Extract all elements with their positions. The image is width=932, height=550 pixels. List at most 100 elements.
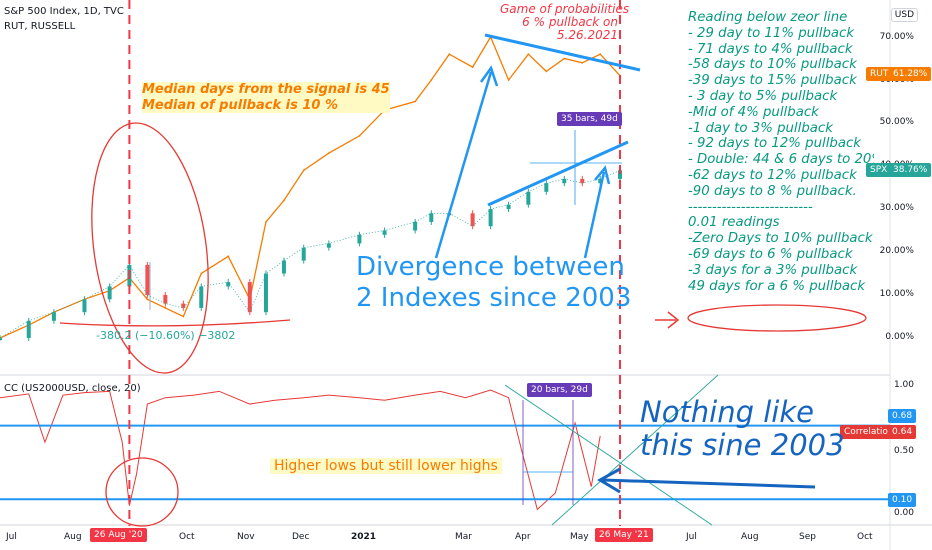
- spx-candle: [0, 338, 2, 340]
- rut-point: [265, 221, 267, 223]
- reading-line: 0.01 readings: [688, 215, 780, 231]
- game-of-probabilities-note: Game of probabilities 6 % pullback on 5.…: [500, 2, 630, 43]
- nothing-like-arrowhead: [596, 467, 621, 494]
- indicator-title[interactable]: CC (US2000USD, close, 20): [4, 383, 141, 394]
- rut-point: [471, 66, 474, 68]
- cross-line: [551, 374, 719, 526]
- reading-line: Reading below zeor line: [688, 10, 848, 25]
- spx-trendline: [487, 140, 629, 207]
- divergence-note: Divergence between 2 Indexes since 2003: [356, 252, 632, 314]
- spx-candle: [199, 286, 204, 308]
- rut-point: [527, 53, 530, 56]
- price-axis-label: 0.00%: [885, 332, 914, 342]
- reading-line: --------------------------: [688, 199, 813, 215]
- currency-label[interactable]: USD: [890, 8, 918, 22]
- correlation-line: [0, 389, 601, 511]
- spx-candle: [247, 282, 252, 313]
- reading-line: -58 days to 10% pullback: [688, 57, 857, 73]
- spx-candle: [326, 243, 331, 248]
- rut-point: [283, 199, 285, 202]
- x-label: Aug: [64, 532, 82, 542]
- spx-candle: [429, 213, 434, 222]
- divergence-arrow-rut: [434, 71, 493, 259]
- reading-line: - 92 days to 12% pullback: [688, 136, 861, 152]
- price-axis-label: 70.00%: [879, 32, 914, 42]
- spx-candle: [506, 204, 511, 209]
- spx-candle: [413, 221, 418, 231]
- rut-resistance-trendline: [484, 33, 641, 72]
- signal-circle-indicator: [105, 457, 179, 527]
- spx-candle: [357, 234, 362, 244]
- divergence-arrowhead-rut: [479, 65, 499, 87]
- price-axis-label: 30.00%: [879, 203, 914, 213]
- price-axis-label: 20.00%: [879, 246, 914, 256]
- date-marker-may: 26 May '21: [595, 528, 653, 542]
- x-label: May: [570, 532, 589, 542]
- bars-range-tag-2: 20 bars, 29d: [527, 383, 592, 397]
- correlation-name-tag: Correlation: [840, 425, 898, 439]
- level-068-tag: 0.68: [888, 409, 917, 423]
- spx-candle: [618, 170, 622, 179]
- divergence-arrowhead-spx: [594, 165, 611, 185]
- cross-line: [504, 384, 713, 526]
- rut-point: [164, 307, 167, 309]
- spx-candle: [544, 183, 549, 192]
- pullback-measure: -380.2 (−10.60%) −3802: [96, 329, 236, 342]
- spx-candle: [598, 178, 603, 184]
- signal-circle-price: [91, 122, 209, 374]
- readings-list: Reading below zeor line - 29 day to 11% p…: [688, 10, 874, 294]
- indicator-axis-label: 0.00: [893, 508, 914, 518]
- x-label: Oct: [857, 532, 873, 542]
- reading-line: - 71 days to 4% pullback: [688, 41, 853, 57]
- reading-line: - 3 day to 5% pullback: [688, 88, 838, 104]
- rut-point: [545, 70, 548, 73]
- spx-candle: [181, 303, 186, 308]
- x-label: Mar: [455, 532, 472, 542]
- indicator-axis-label: 1.00: [893, 380, 914, 390]
- rut-point: [448, 53, 451, 56]
- reading-line: -90 days to 8 % pullback.: [688, 183, 857, 199]
- spx-candle: [281, 260, 286, 274]
- price-axis-label: 10.00%: [879, 289, 914, 299]
- rut-point: [414, 100, 417, 103]
- rut-point: [146, 298, 149, 301]
- rut-point: [430, 79, 433, 81]
- spx-series-line: [0, 169, 621, 339]
- correlation-value-tag: 0.64: [888, 425, 917, 439]
- spx-candle: [145, 264, 150, 295]
- rut-point: [227, 255, 230, 258]
- divergence-arrow-spx: [583, 171, 606, 259]
- reading-line: - 29 day to 11% pullback: [688, 25, 855, 41]
- symbol-title[interactable]: S&P 500 Index, 1D, TVC: [4, 6, 124, 17]
- x-label: Oct: [179, 532, 195, 542]
- spx-candle: [526, 191, 531, 205]
- reading-line: -39 days to 15% pullback: [688, 73, 857, 89]
- highlight-ellipse: [687, 304, 867, 332]
- x-label: Nov: [237, 532, 255, 542]
- date-marker-aug: 26 Aug '20: [90, 528, 147, 542]
- rut-point: [358, 135, 361, 137]
- x-label: Jul: [686, 532, 697, 542]
- spx-candle: [51, 312, 56, 321]
- rut-point: [507, 79, 510, 81]
- reading-line: -69 days to 6 % pullback: [688, 246, 853, 262]
- spx-candle: [580, 178, 585, 184]
- reading-line: -62 days to 12% pullback: [688, 167, 857, 183]
- rut-series-line: [0, 35, 621, 339]
- rut-value-tag: 61.28%: [889, 67, 932, 81]
- reading-line: -Mid of 4% pullback: [688, 104, 819, 120]
- rut-name-tag: RUT: [866, 67, 893, 81]
- reading-line: - Double: 44 & 6 days to 20% cor: [688, 152, 874, 168]
- x-label: Sep: [799, 532, 816, 542]
- median-note: Median days from the signal is 45 Median…: [142, 82, 390, 114]
- x-label: Jul: [6, 532, 17, 542]
- reading-line: -Zero Days to 10% pullback: [688, 231, 873, 247]
- spx-candle: [488, 209, 493, 227]
- x-label: 2021: [351, 532, 377, 542]
- compare-symbol[interactable]: RUT, RUSSELL: [4, 21, 76, 32]
- spx-candle: [107, 286, 112, 300]
- level-010-tag: 0.10: [888, 493, 917, 507]
- spx-candle: [263, 273, 268, 313]
